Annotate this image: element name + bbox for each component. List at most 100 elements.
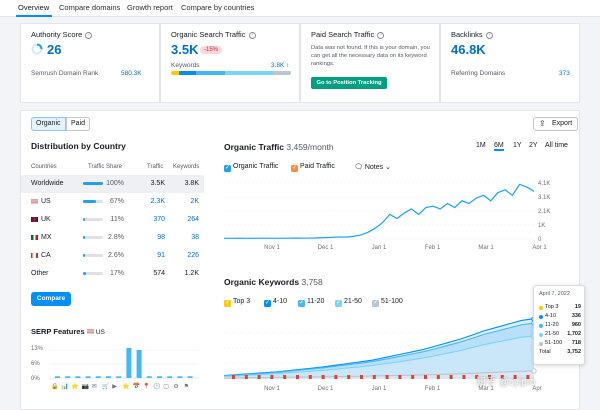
- backlinks-value[interactable]: 46.8K: [451, 42, 486, 57]
- tab-growth-report[interactable]: Growth report: [127, 3, 173, 12]
- keywords-value[interactable]: 3.8K ↑: [271, 62, 290, 69]
- legend-21-50[interactable]: ✓ 21-50: [335, 298, 362, 307]
- tooltip-series-name: 4-10: [545, 313, 557, 319]
- traffic-share-bar: [83, 236, 103, 239]
- table-row[interactable]: Other 17% 574 1.2K: [21, 265, 204, 283]
- tooltip-series-value: 1,702: [567, 331, 581, 337]
- legend-51-100[interactable]: ✓ 51-100: [372, 298, 403, 307]
- tab-overview[interactable]: Overview: [18, 3, 50, 12]
- serp-flag-marker: [283, 375, 287, 379]
- serp-bar[interactable]: [167, 376, 173, 378]
- paid-toggle[interactable]: Paid: [66, 117, 91, 131]
- notes-icon: 🗨: [354, 164, 363, 171]
- period-2y[interactable]: 2Y: [529, 142, 538, 149]
- x-tick-label: Apr 1: [532, 245, 547, 249]
- legend-organic-traffic[interactable]: ✓ Organic Traffic: [224, 163, 279, 172]
- serp-flag-marker: [360, 375, 363, 379]
- traffic-share-fill: [83, 272, 86, 275]
- serp-bar[interactable]: [126, 347, 132, 378]
- tab-compare-by-countries[interactable]: Compare by countries: [181, 3, 255, 12]
- help-icon[interactable]: ?: [248, 32, 256, 39]
- period-1m[interactable]: 1M: [476, 142, 486, 149]
- serp-bar[interactable]: [146, 376, 152, 378]
- table-row[interactable]: UK 11% 370 264: [21, 211, 204, 229]
- table-row[interactable]: Worldwide 100% 3.5K 3.8K: [21, 175, 204, 193]
- serp-bar[interactable]: [177, 376, 183, 378]
- x-tick-label: Dec 1: [318, 245, 334, 249]
- country-name[interactable]: US: [41, 198, 51, 205]
- serp-bar[interactable]: [55, 376, 60, 378]
- table-row[interactable]: CA 2.6% 91 226: [21, 247, 204, 265]
- traffic-value[interactable]: 2.3K: [150, 198, 165, 205]
- data-point: [403, 212, 405, 214]
- keywords-value[interactable]: 226: [187, 252, 199, 259]
- legend-top-3[interactable]: ✓ Top 3: [224, 298, 251, 307]
- serp-bar[interactable]: [157, 376, 162, 378]
- period-all-time[interactable]: All time: [545, 142, 568, 149]
- legend-11-20[interactable]: ✓ 11-20: [298, 298, 325, 307]
- serp-flag-marker: [462, 375, 466, 379]
- serp-bar[interactable]: [75, 376, 81, 378]
- organic-toggle[interactable]: Organic: [31, 117, 66, 131]
- distribution-title: Distribution by Country: [31, 141, 126, 151]
- position-tracking-button[interactable]: Go to Position Tracking: [311, 77, 387, 89]
- keywords-value[interactable]: 2K: [190, 198, 199, 205]
- serp-bar[interactable]: [116, 376, 122, 378]
- data-point: [295, 237, 297, 239]
- data-point: [360, 234, 362, 236]
- keywords-value[interactable]: 264: [187, 216, 199, 223]
- traffic-share-value: 100%: [106, 180, 124, 187]
- serp-bar[interactable]: [85, 376, 91, 378]
- country-name[interactable]: MX: [41, 234, 52, 241]
- legend-4-10[interactable]: ✓ 4-10: [264, 298, 288, 307]
- period-1y[interactable]: 1Y: [513, 142, 522, 149]
- tab-compare-domains[interactable]: Compare domains: [59, 3, 121, 12]
- traffic-value[interactable]: 370: [153, 216, 165, 223]
- keywords-value[interactable]: 38: [191, 234, 199, 241]
- country-name[interactable]: Worldwide: [31, 180, 64, 187]
- table-row[interactable]: US 67% 2.3K 2K: [21, 193, 204, 211]
- referring-domains-value[interactable]: 373: [559, 70, 570, 77]
- keywords-tooltip: April 7, 2022 Top 3 19 4-10 336 11-20 960 21-5…: [533, 285, 585, 365]
- compare-button[interactable]: Compare: [31, 292, 71, 306]
- serp-bar[interactable]: [95, 376, 101, 378]
- help-icon[interactable]: ?: [85, 32, 93, 39]
- domain-rank-value[interactable]: 580.3K: [121, 70, 142, 77]
- help-icon[interactable]: ?: [485, 32, 493, 39]
- serp-bar[interactable]: [136, 350, 142, 378]
- series-line-21-50: [224, 335, 535, 377]
- x-tick-label: Feb 1: [425, 386, 441, 392]
- serp-bar[interactable]: [65, 376, 71, 378]
- export-button[interactable]: ⇪ Export: [533, 117, 579, 131]
- serp-flag-marker: [347, 375, 351, 379]
- serp-feature-icon: 🛒: [102, 384, 110, 390]
- traffic-value[interactable]: 98: [157, 234, 165, 241]
- serp-flag-marker: [296, 375, 299, 379]
- tooltip-series-value: 718: [571, 340, 581, 346]
- serp-bar[interactable]: [187, 376, 193, 378]
- data-point: [310, 237, 311, 239]
- traffic-value: 574: [153, 270, 165, 277]
- keywords-value: 1.2K: [184, 270, 199, 277]
- tooltip-series-name: 51-100: [545, 340, 563, 346]
- col-traffic-share: Traffic Share: [88, 164, 123, 170]
- country-name[interactable]: CA: [41, 252, 51, 259]
- table-row[interactable]: MX 2.8% 98 38: [21, 229, 204, 247]
- data-point: [317, 237, 319, 239]
- serp-bar[interactable]: [106, 376, 111, 378]
- y-tick-label: 4.1K: [538, 181, 550, 187]
- country-name[interactable]: Other: [31, 270, 49, 277]
- organic-traffic-value[interactable]: 3.5K: [171, 42, 199, 57]
- help-icon[interactable]: ?: [377, 32, 385, 39]
- data-point: [432, 205, 434, 207]
- organic-traffic-chart-title: Organic Traffic 3,459/month: [224, 142, 334, 152]
- traffic-value[interactable]: 91: [157, 252, 165, 259]
- period-6m[interactable]: 6M: [494, 142, 504, 151]
- serp-flag-marker: [488, 375, 491, 379]
- legend-paid-traffic[interactable]: ✓ Paid Traffic: [291, 163, 335, 172]
- country-name[interactable]: UK: [41, 216, 51, 223]
- domain-rank-label: Semrush Domain Rank: [31, 70, 99, 77]
- traffic-share-bar: [83, 218, 103, 221]
- organic-keywords-chart: Nov 1 Dec 1 Jan 1 Feb 1 Mar 1 Apr 1: [224, 317, 544, 392]
- notes-dropdown[interactable]: 🗨 Notes ⌄: [354, 164, 391, 171]
